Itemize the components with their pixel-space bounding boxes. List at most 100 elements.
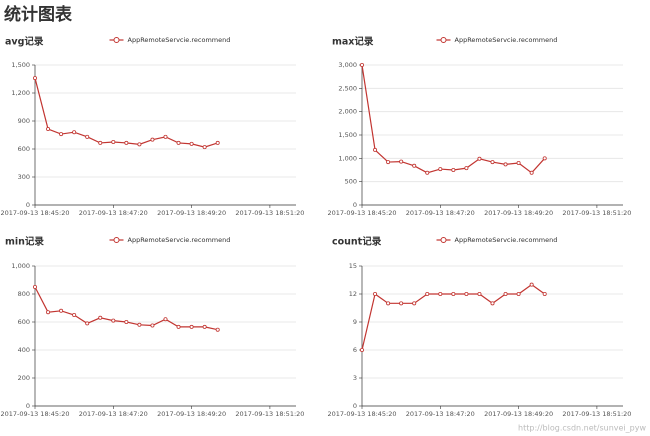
- point: [46, 127, 51, 132]
- point: [124, 319, 129, 324]
- x-tick-label: 2017-09-13 18:47:20: [406, 209, 475, 217]
- x-tick-label: 2017-09-13 18:45:20: [0, 209, 69, 217]
- legend-label: AppRemoteServcie.recommend: [128, 36, 231, 44]
- legend-marker: [440, 37, 447, 43]
- y-tick-label: 1,000: [11, 262, 30, 270]
- point: [85, 134, 90, 139]
- point: [516, 160, 521, 165]
- point: [46, 310, 51, 315]
- point: [33, 284, 38, 289]
- legend-label: AppRemoteServcie.recommend: [128, 236, 231, 244]
- point: [425, 170, 430, 175]
- point: [464, 291, 469, 296]
- point: [386, 160, 391, 165]
- point: [451, 167, 456, 172]
- y-tick-label: 0: [26, 201, 30, 209]
- y-tick-label: 3,000: [338, 61, 357, 69]
- point: [542, 156, 547, 161]
- point: [98, 315, 103, 320]
- point: [516, 291, 521, 296]
- y-tick-label: 1,000: [338, 154, 357, 162]
- y-tick-label: 15: [349, 262, 357, 270]
- y-tick-label: 0: [353, 201, 357, 209]
- chart-title: max记录: [332, 36, 374, 48]
- x-tick-label: 2017-09-13 18:49:20: [157, 410, 226, 418]
- y-tick-label: 1,500: [338, 131, 357, 139]
- point: [176, 140, 181, 145]
- point: [399, 159, 404, 164]
- point: [163, 134, 168, 139]
- point: [412, 163, 417, 168]
- chart-title: count记录: [332, 236, 382, 248]
- x-tick-label: 2017-09-13 18:49:20: [484, 410, 553, 418]
- point: [150, 323, 155, 328]
- point: [425, 291, 430, 296]
- y-tick-label: 400: [18, 346, 30, 354]
- y-tick-label: 1,200: [11, 89, 30, 97]
- point: [202, 324, 207, 329]
- point: [215, 327, 220, 332]
- x-tick-label: 2017-09-13 18:45:20: [327, 209, 396, 217]
- point: [542, 291, 547, 296]
- y-tick-label: 3: [353, 374, 357, 382]
- y-tick-label: 0: [26, 402, 30, 410]
- y-tick-label: 2,500: [338, 84, 357, 92]
- point: [137, 142, 142, 147]
- x-tick-label: 2017-09-13 18:51:20: [562, 209, 631, 217]
- y-tick-label: 800: [18, 290, 30, 298]
- y-tick-label: 0: [353, 402, 357, 410]
- x-tick-label: 2017-09-13 18:51:20: [562, 410, 631, 418]
- point: [490, 160, 495, 165]
- point: [359, 347, 364, 352]
- point: [111, 139, 116, 144]
- point: [98, 140, 103, 145]
- point: [215, 140, 220, 145]
- point: [137, 322, 142, 327]
- point: [72, 130, 77, 135]
- point: [150, 137, 155, 142]
- page-title: 统计图表: [4, 4, 73, 25]
- x-tick-label: 2017-09-13 18:45:20: [0, 410, 69, 418]
- point: [189, 141, 194, 146]
- y-tick-label: 600: [18, 145, 30, 153]
- legend-label: AppRemoteServcie.recommend: [455, 36, 558, 44]
- point: [111, 318, 116, 323]
- point: [59, 308, 64, 313]
- series-line: [361, 64, 546, 174]
- y-tick-label: 200: [18, 374, 30, 382]
- x-tick-label: 2017-09-13 18:49:20: [157, 209, 226, 217]
- x-tick-label: 2017-09-13 18:47:20: [79, 209, 148, 217]
- point: [399, 301, 404, 306]
- point: [72, 312, 77, 317]
- point: [386, 301, 391, 306]
- y-tick-label: 600: [18, 318, 30, 326]
- point: [490, 301, 495, 306]
- point: [412, 301, 417, 306]
- x-tick-label: 2017-09-13 18:45:20: [327, 410, 396, 418]
- point: [503, 291, 508, 296]
- y-tick-label: 900: [18, 117, 30, 125]
- point: [529, 282, 534, 287]
- point: [202, 145, 207, 150]
- point: [438, 291, 443, 296]
- x-tick-label: 2017-09-13 18:51:20: [235, 410, 304, 418]
- chart-title: avg记录: [5, 36, 44, 48]
- point: [33, 76, 38, 81]
- point: [85, 321, 90, 326]
- point: [373, 291, 378, 296]
- point: [124, 140, 129, 145]
- point: [451, 291, 456, 296]
- series-line: [34, 77, 218, 148]
- point: [176, 324, 181, 329]
- point: [464, 166, 469, 171]
- point: [189, 324, 194, 329]
- watermark: http://blog.csdn.net/sunvei_pyw: [518, 424, 646, 433]
- point: [477, 291, 482, 296]
- point: [59, 132, 64, 137]
- y-tick-label: 6: [353, 346, 357, 354]
- legend-marker: [440, 237, 447, 243]
- y-tick-label: 1,500: [11, 61, 30, 69]
- y-tick-label: 12: [349, 290, 357, 298]
